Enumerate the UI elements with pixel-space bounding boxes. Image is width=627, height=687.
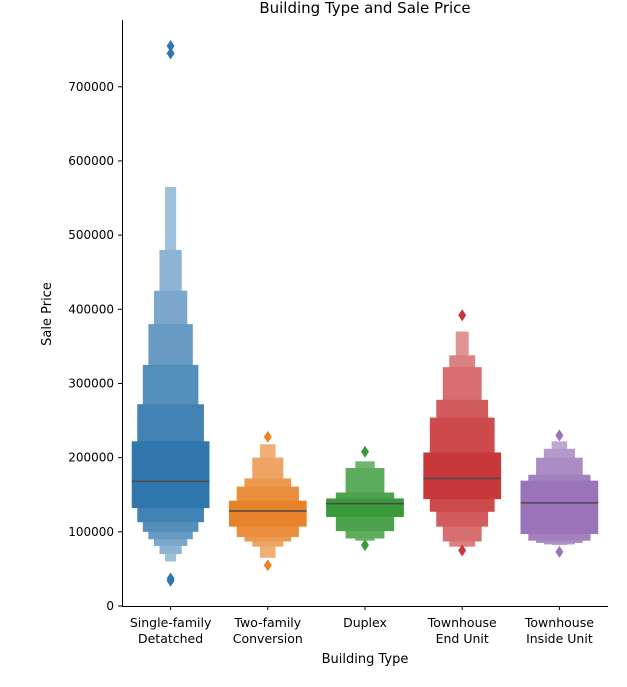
y-tick-label: 0 [106,599,114,613]
outlier-point [361,445,369,458]
x-tick-label: Two-family [233,615,301,630]
x-tick-label: Townhouse [427,615,497,630]
plot-area [131,39,599,587]
y-tick-label: 200000 [68,451,114,465]
x-tick-label-line2: Inside Unit [526,631,593,646]
x-tick-label: Townhouse [524,615,594,630]
boxen-box [326,498,404,517]
y-tick-label: 300000 [68,376,114,390]
outlier-point [458,309,467,322]
outlier-point [361,539,369,552]
boxen-box [423,452,502,500]
chart-title: Building Type and Sale Price [259,0,470,17]
boxen-box [228,500,307,527]
outlier-point [458,544,467,557]
x-tick-label: Single-family [130,615,212,630]
x-tick-label-line2: End Unit [436,631,489,646]
x-tick-label-line2: Conversion [233,631,303,646]
outlier-point [555,429,564,442]
y-tick-label: 600000 [68,154,114,168]
outlier-point [166,574,175,587]
y-tick-label: 400000 [68,302,114,316]
y-axis-label: Sale Price [40,282,55,346]
x-tick-label: Duplex [343,615,387,630]
outlier-point [166,39,175,52]
outlier-point [263,559,272,572]
x-axis-label: Building Type [322,652,409,667]
outlier-point [166,47,175,60]
y-tick-label: 100000 [68,525,114,539]
outlier-point [555,545,564,558]
outlier-point [263,430,272,443]
boxen-box [520,480,599,535]
x-tick-label-line2: Detatched [138,631,203,646]
boxen-box [131,441,210,509]
y-tick-label: 700000 [68,80,114,94]
y-tick-label: 500000 [68,228,114,242]
